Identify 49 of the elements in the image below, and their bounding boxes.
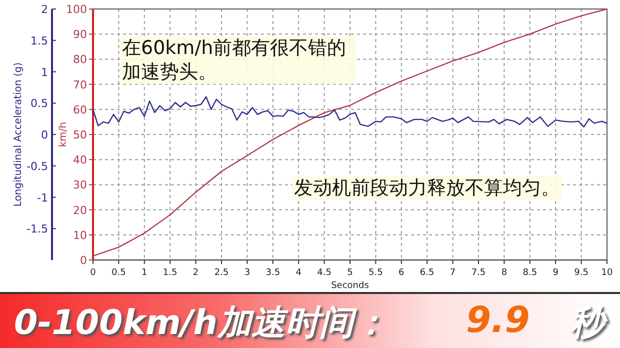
x-tick-label: 9 (552, 268, 559, 278)
y2-tick-label: 0 (41, 128, 48, 142)
y-tick-label: 80 (73, 53, 87, 66)
y2-tick-label: 1.5 (30, 34, 48, 48)
annotation: 发动机前段动力释放不算均匀。 (292, 176, 562, 200)
y-tick-label: 50 (73, 128, 87, 142)
y2-tick-label: 0.5 (30, 97, 48, 110)
line-series (92, 96, 608, 128)
y-tick-label: 30 (73, 178, 87, 192)
y-tick-label: 20 (73, 204, 87, 217)
text: 0-100km/h加速时间： (14, 302, 388, 345)
x-tick-label: 7.5 (471, 268, 486, 278)
y-tick-label: 70 (73, 78, 87, 92)
x-tick-label: 2.5 (214, 268, 229, 278)
y2-tick-label: 1 (41, 66, 48, 79)
x-tick-label: 5.5 (368, 268, 383, 278)
y-tick-label: 0 (80, 254, 87, 267)
line-series (92, 8, 608, 257)
annotation: 在60km/h前都有很不错的加速势头。 (120, 36, 356, 84)
y-tick-label: 40 (73, 154, 87, 167)
y2-tick-label: -1 (37, 191, 48, 204)
x-tick-label: 6.5 (420, 268, 434, 278)
x-tick-label: 0 (90, 268, 96, 278)
y-tick-label: 90 (73, 28, 87, 42)
y-tick-label: 10 (73, 228, 87, 242)
x-tick-label: 10 (601, 268, 613, 278)
x-tick-label: 8.5 (522, 268, 538, 278)
x-axis-title: Seconds (331, 281, 370, 291)
x-tick-label: 5 (347, 268, 353, 278)
y2-tick-label: -0.5 (26, 160, 48, 173)
y-axis-title: km/h (58, 122, 69, 148)
y2-axis-title: Longitudinal Acceleration (g) (13, 62, 24, 207)
x-tick-label: 2 (192, 268, 199, 278)
x-tick-label: 7 (450, 268, 456, 278)
x-tick-label: 4.5 (317, 268, 332, 278)
x-tick-label: 4 (296, 268, 302, 278)
y2-tick-label: -1.5 (26, 222, 48, 236)
x-tick-label: 3 (244, 268, 250, 278)
x-tick-label: 6 (398, 268, 405, 278)
x-tick-label: 0.5 (112, 268, 126, 278)
x-tick-label: 9.5 (574, 268, 588, 278)
x-tick-label: 1 (142, 268, 148, 278)
x-tick-label: 3.5 (266, 268, 280, 278)
y-tick-label: 60 (73, 103, 87, 116)
text: 9.9 (466, 300, 530, 341)
x-tick-label: 8 (501, 268, 508, 278)
y-tick-label: 100 (66, 3, 87, 16)
y2-tick-label: 2 (41, 3, 48, 16)
x-tick-label: 1.5 (162, 268, 178, 278)
